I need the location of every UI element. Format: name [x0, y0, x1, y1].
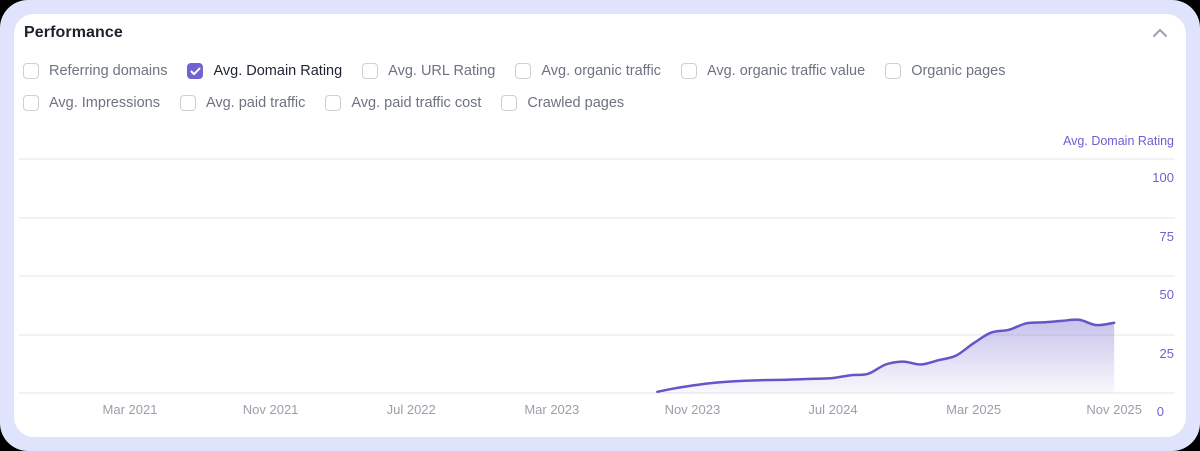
page-title: Performance	[24, 24, 123, 41]
checkbox-unchecked-icon[interactable]	[23, 63, 39, 79]
h-gridline	[19, 158, 1175, 160]
y-axis-tick-label: 100	[1152, 170, 1174, 185]
metric-label: Organic pages	[911, 63, 1006, 79]
h-gridline	[19, 392, 1175, 394]
performance-card: Performance Referring domains Avg. Domain…	[14, 14, 1186, 437]
chart-area: Avg. Domain Rating 100 75 50 25 0 Mar 2021 Nov…	[14, 14, 1186, 437]
h-gridline	[19, 333, 1175, 336]
line-series	[656, 318, 1116, 394]
x-axis-tick-label: Mar 2025	[946, 402, 1002, 417]
checkmark-icon	[190, 67, 201, 75]
metric-toggle[interactable]: Avg. URL Rating	[362, 61, 495, 81]
h-gridline	[19, 216, 1175, 219]
metric-label: Referring domains	[49, 63, 168, 79]
y-axis-tick-label: 25	[1159, 345, 1174, 361]
metric-row: Referring domains Avg. Domain Rating Avg. …	[23, 61, 1006, 81]
x-axis-tick-label: Nov 2025	[1086, 402, 1143, 417]
metric-toggle[interactable]: Avg. organic traffic value	[680, 61, 866, 81]
checkbox-checked-icon[interactable]	[187, 63, 204, 79]
metric-toggle[interactable]: Avg. organic traffic	[515, 61, 661, 81]
metric-toggle[interactable]: Avg. paid traffic	[179, 93, 306, 113]
metric-label: Avg. organic traffic	[541, 63, 661, 79]
metric-toggle[interactable]: Avg. Impressions	[23, 93, 160, 113]
checkbox-unchecked-icon[interactable]	[325, 95, 342, 111]
collapse-button[interactable]	[1148, 22, 1172, 44]
metric-toggle[interactable]: Avg. paid traffic cost	[325, 93, 481, 113]
y-axis-tick-label: 75	[1159, 228, 1174, 244]
checkbox-unchecked-icon[interactable]	[23, 95, 39, 111]
x-axis-tick-label: Mar 2023	[524, 402, 580, 417]
metric-label: Avg. Impressions	[49, 95, 160, 111]
checkbox-unchecked-icon[interactable]	[680, 63, 697, 79]
metric-toggles: Referring domains Avg. Domain Rating Avg. …	[23, 61, 1006, 113]
metric-toggle[interactable]: Avg. Domain Rating	[187, 61, 342, 81]
metric-label: Crawled pages	[527, 95, 625, 111]
metric-label: Avg. paid traffic cost	[351, 95, 482, 111]
h-gridline	[19, 275, 1175, 277]
checkbox-unchecked-icon[interactable]	[885, 63, 902, 79]
x-axis-tick-label: Nov 2021	[242, 402, 299, 417]
checkbox-unchecked-icon[interactable]	[515, 63, 532, 79]
y-axis-tick-label: 50	[1159, 287, 1174, 302]
x-axis-tick-label: Mar 2021	[102, 402, 158, 417]
metric-label: Avg. organic traffic value	[706, 63, 866, 79]
x-axis-tick-label: Jul 2024	[808, 402, 858, 417]
metric-label: Avg. paid traffic	[205, 95, 306, 111]
metric-label: Avg. Domain Rating	[213, 63, 343, 79]
metric-row: Avg. Impressions Avg. paid traffic Avg. pa…	[23, 93, 1006, 113]
metric-toggle[interactable]: Crawled pages	[501, 93, 624, 113]
x-axis-tick-label: Jul 2022	[386, 402, 436, 417]
y-axis-tick-label: 0	[1156, 404, 1164, 419]
metric-toggle[interactable]: Referring domains	[23, 61, 167, 81]
checkbox-unchecked-icon[interactable]	[501, 95, 518, 111]
y-axis-title: Avg. Domain Rating	[1063, 134, 1174, 148]
checkbox-unchecked-icon[interactable]	[362, 63, 379, 79]
area-fill	[657, 319, 1115, 393]
metric-toggle[interactable]: Organic pages	[885, 61, 1006, 81]
metric-label: Avg. URL Rating	[388, 63, 496, 79]
chevron-up-icon	[1153, 29, 1167, 37]
checkbox-unchecked-icon[interactable]	[179, 95, 196, 111]
x-axis-tick-label: Nov 2023	[664, 402, 721, 417]
performance-chart	[656, 318, 1116, 394]
